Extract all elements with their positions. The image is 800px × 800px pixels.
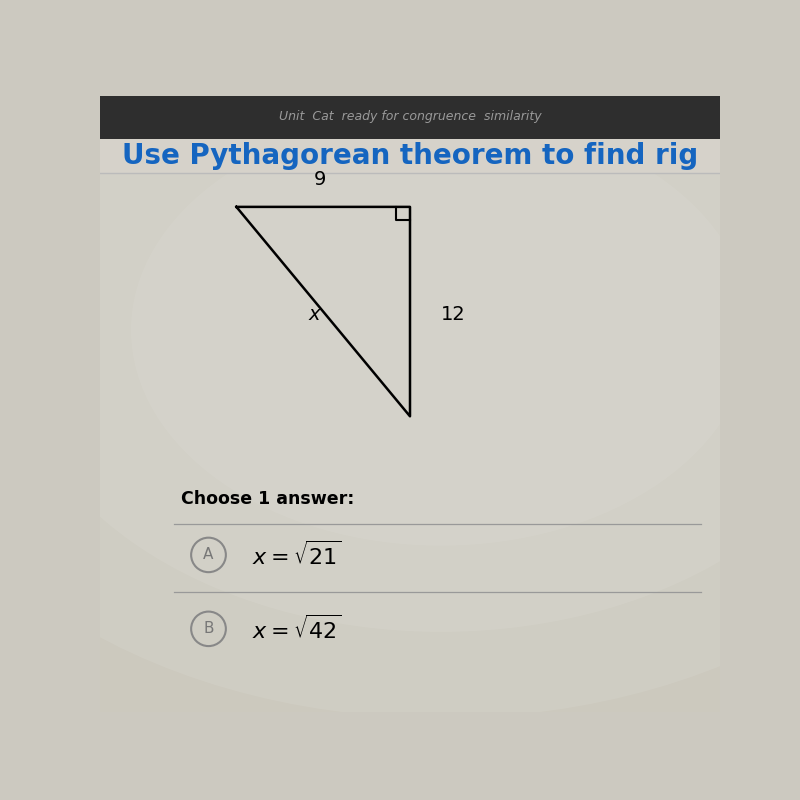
- Text: Choose 1 answer:: Choose 1 answer:: [181, 490, 354, 509]
- Text: $x = \sqrt{21}$: $x = \sqrt{21}$: [252, 541, 342, 569]
- Text: Unit  Cat  ready for congruence  similarity: Unit Cat ready for congruence similarity: [278, 110, 542, 123]
- Text: A: A: [203, 547, 214, 562]
- Text: Use Pythagorean theorem to find rig: Use Pythagorean theorem to find rig: [122, 142, 698, 170]
- Text: $x = \sqrt{42}$: $x = \sqrt{42}$: [252, 614, 342, 643]
- FancyBboxPatch shape: [100, 139, 720, 712]
- Ellipse shape: [7, 28, 800, 632]
- Text: 12: 12: [441, 305, 466, 324]
- Text: B: B: [203, 622, 214, 636]
- Ellipse shape: [131, 114, 751, 546]
- Text: x: x: [308, 305, 320, 324]
- Ellipse shape: [0, 0, 800, 718]
- FancyBboxPatch shape: [100, 139, 720, 173]
- Text: 9: 9: [314, 170, 326, 189]
- FancyBboxPatch shape: [100, 96, 720, 139]
